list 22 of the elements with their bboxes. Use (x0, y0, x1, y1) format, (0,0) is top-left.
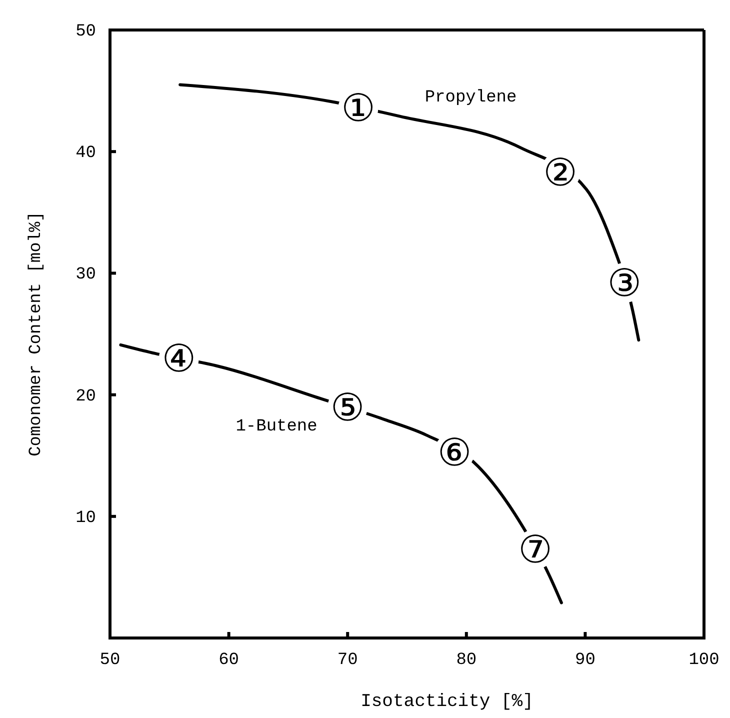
annotation: ⑤ (330, 385, 365, 430)
x-tick-label: 100 (688, 651, 720, 670)
y-tick-label: 50 (76, 22, 96, 42)
series-label: 1-Butene (236, 418, 318, 437)
y-tick-label: 40 (76, 144, 96, 164)
x-tick-label: 50 (100, 651, 120, 670)
x-tick-label: 70 (337, 651, 358, 670)
y-tick-label: 20 (76, 387, 96, 406)
x-tick-label: 90 (574, 651, 596, 670)
annotation: ① (341, 86, 376, 130)
y-tick-label: 10 (76, 508, 96, 528)
annotation: ⑥ (437, 430, 472, 474)
y-tick-label: 30 (76, 266, 96, 285)
x-tick-label: 80 (456, 651, 477, 670)
annotation: ③ (607, 261, 642, 306)
x-tick-label: 60 (218, 651, 240, 670)
annotation: ⑦ (518, 528, 552, 572)
annotation: ② (543, 150, 578, 195)
y-axis-title: Comonomer Content [mol%] (27, 212, 46, 456)
x-axis-title: Isotacticity [%] (360, 692, 534, 712)
series-label: Propylene (424, 88, 517, 108)
annotation: ④ (162, 336, 196, 381)
